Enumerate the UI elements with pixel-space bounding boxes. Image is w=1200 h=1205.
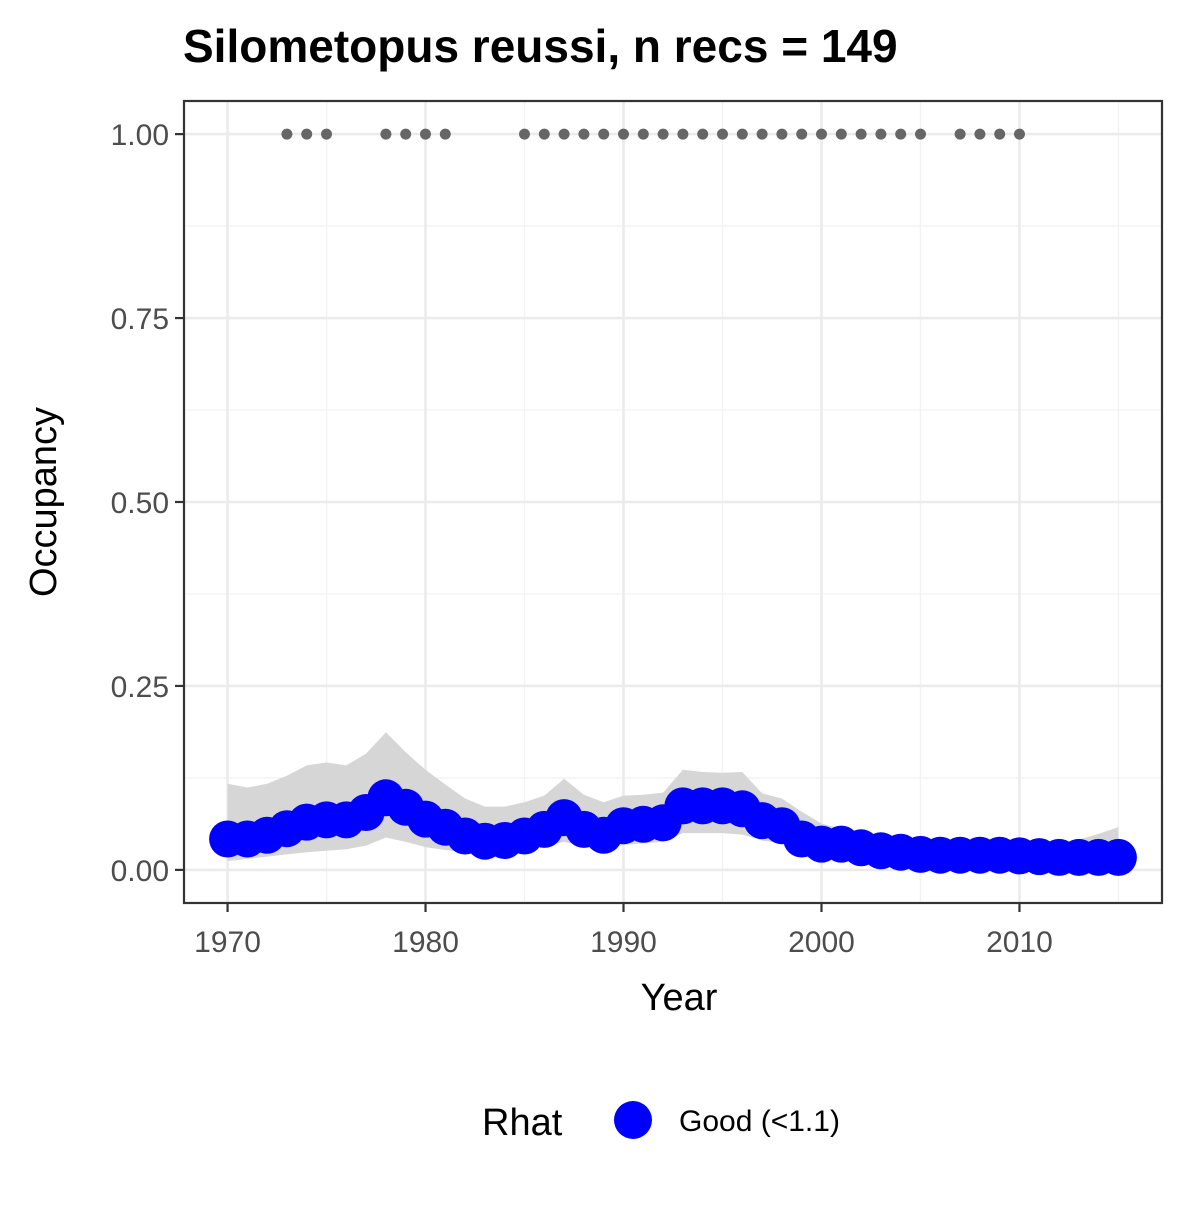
record-year-marker (895, 128, 907, 140)
record-year-marker (954, 128, 966, 140)
record-year-marker (677, 128, 689, 140)
y-tick-label: 0.50 (111, 487, 169, 520)
x-tick-label: 2000 (788, 926, 855, 959)
record-year-marker (835, 128, 847, 140)
record-year-marker (439, 128, 451, 140)
record-year-marker (637, 128, 649, 140)
record-year-marker (776, 128, 788, 140)
x-tick-label: 1970 (194, 926, 261, 959)
record-year-marker (618, 128, 629, 140)
legend: Rhat Good (<1.1) (482, 1101, 840, 1144)
record-year-marker (420, 128, 431, 140)
x-tick-label: 1980 (392, 926, 459, 959)
major-gridlines (184, 101, 1162, 903)
record-year-marker (915, 128, 926, 140)
y-tick-label: 0.00 (111, 855, 169, 888)
x-axis: 1970 1980 1990 2000 2010 (194, 903, 1053, 959)
legend-title: Rhat (482, 1102, 563, 1144)
y-tick-label: 0.25 (111, 671, 169, 704)
record-year-marker (756, 128, 768, 140)
occupancy-points-layer (209, 779, 1137, 876)
y-axis: 0.00 0.25 0.50 0.75 1.00 (111, 119, 184, 888)
record-year-marker (558, 128, 570, 140)
record-year-marker (281, 128, 293, 140)
legend-label-good: Good (<1.1) (679, 1105, 840, 1138)
record-year-marker (697, 128, 709, 140)
legend-key-good (614, 1101, 652, 1139)
record-year-marker (736, 128, 748, 140)
record-year-marker (855, 128, 867, 140)
record-year-marker (598, 128, 610, 140)
chart-title: Silometopus reussi, n recs = 149 (183, 20, 898, 72)
record-year-marker (1014, 128, 1025, 140)
y-tick-label: 0.75 (111, 303, 169, 336)
occupancy-point (1099, 838, 1137, 876)
record-year-marker (875, 128, 887, 140)
record-year-marker (578, 128, 590, 140)
record-year-marker (816, 128, 827, 140)
record-years-layer (281, 128, 1025, 140)
x-tick-label: 2010 (986, 926, 1053, 959)
record-year-marker (796, 128, 808, 140)
record-year-marker (657, 128, 669, 140)
y-axis-title: Occupancy (23, 407, 65, 597)
record-year-marker (301, 128, 313, 140)
record-year-marker (538, 128, 550, 140)
record-year-marker (717, 128, 728, 140)
record-year-marker (974, 128, 986, 140)
record-year-marker (321, 128, 332, 140)
record-year-marker (380, 128, 392, 140)
x-axis-title: Year (641, 977, 718, 1019)
record-year-marker (994, 128, 1006, 140)
record-year-marker (400, 128, 412, 140)
x-tick-label: 1990 (590, 926, 657, 959)
y-tick-label: 1.00 (111, 119, 169, 152)
record-year-marker (519, 128, 530, 140)
